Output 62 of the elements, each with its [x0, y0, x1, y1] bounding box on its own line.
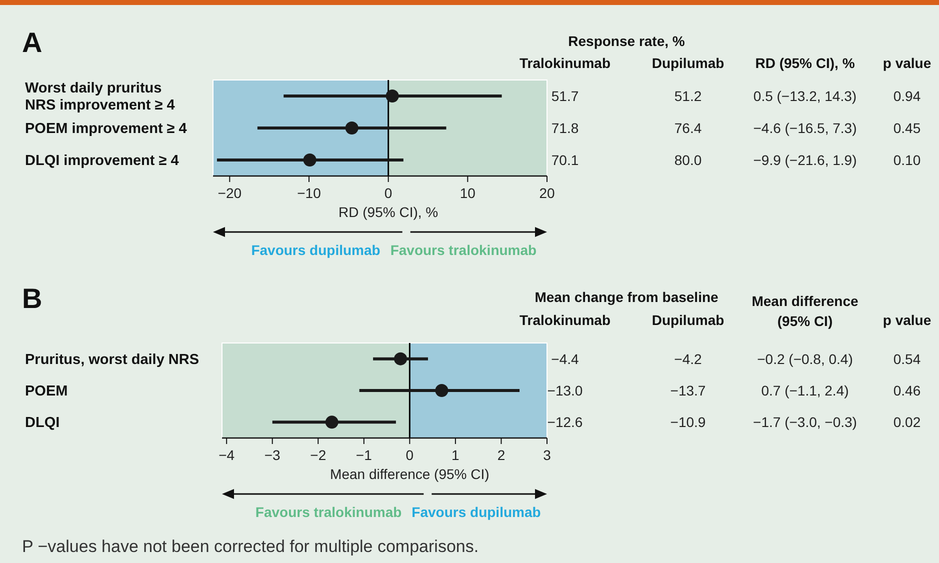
text: p value [882, 312, 932, 328]
text: p value [882, 55, 932, 71]
text: 80.0 [674, 152, 702, 168]
x-tick-label: 1 [452, 447, 460, 463]
x-tick-label: −1 [356, 447, 372, 463]
text: 76.4 [674, 120, 702, 136]
text: Tralokinumab [519, 312, 611, 328]
y-tick-label: Worst daily pruritus NRS improvement ≥ 4 [25, 80, 175, 114]
text: −13.0 [547, 382, 583, 398]
text: −4.4 [551, 350, 580, 367]
text: Mean change from baseline [534, 289, 719, 305]
x-tick-label: 10 [460, 185, 476, 201]
x-tick-label: −10 [297, 185, 322, 201]
text: 71.8 [551, 120, 579, 136]
chart-title: A [22, 27, 42, 58]
text: Dupilumab [652, 312, 724, 328]
text: Dupilumab [652, 55, 724, 71]
data-label: −0.2 (−0.8, 0.4) [757, 350, 853, 367]
y-tick-label: POEM [25, 384, 68, 400]
y-tick-label: DLQI [25, 415, 60, 432]
x-tick-label: −4 [218, 447, 235, 463]
text: 0.10 [893, 152, 921, 168]
text: Response rate, % [568, 33, 686, 49]
data-label: −9.9 (−21.6, 1.9) [753, 152, 857, 168]
x-tick-label: 2 [497, 447, 506, 463]
text: 0.94 [893, 88, 921, 104]
text: 51.7 [551, 88, 579, 104]
y-tick-label: POEM improvement ≥ 4 [25, 121, 187, 137]
text: P −values have not been corrected for multiple comparisons. [22, 537, 479, 556]
text: RD (95% CI), % [755, 55, 856, 71]
chart-title: B [22, 283, 42, 314]
text: −12.6 [547, 414, 583, 430]
text: 0.46 [893, 382, 921, 398]
text: Mean difference (95% CI) [752, 293, 859, 329]
text: Tralokinumab [519, 55, 611, 71]
text: 51.2 [674, 88, 702, 104]
x-tick-label: −3 [264, 447, 281, 463]
x-tick-label: 20 [539, 185, 555, 201]
x-tick-label: 0 [384, 185, 392, 201]
data-label: −1.7 (−3.0, −0.3) [753, 414, 857, 430]
x-axis-title: RD (95% CI), % [338, 204, 438, 220]
text: −10.9 [670, 414, 706, 430]
x-tick-label: 3 [543, 447, 552, 463]
y-tick-label: Pruritus, worst daily NRS [25, 352, 200, 368]
x-tick-label: 0 [406, 447, 414, 463]
y-tick-label: DLQI improvement ≥ 4 [25, 153, 179, 169]
text: Favours tralokinumab [390, 242, 537, 258]
text: Favours dupilumab [251, 242, 380, 258]
text: 0.45 [893, 120, 921, 136]
data-label: 0.7 (−1.1, 2.4) [761, 382, 849, 398]
x-axis-title: Mean difference (95% CI) [330, 466, 490, 482]
text: −4.2 [674, 350, 702, 367]
text: Favours tralokinumab [255, 504, 402, 520]
x-tick-label: −2 [310, 447, 326, 463]
text: Favours dupilumab [412, 504, 541, 520]
text: −13.7 [670, 382, 706, 398]
x-tick-label: −20 [218, 185, 242, 201]
data-label: −4.6 (−16.5, 7.3) [753, 120, 857, 136]
text: 0.02 [893, 414, 921, 430]
text: 70.1 [551, 152, 579, 168]
text: 0.54 [893, 350, 921, 367]
data-label: 0.5 (−13.2, 14.3) [753, 88, 857, 104]
